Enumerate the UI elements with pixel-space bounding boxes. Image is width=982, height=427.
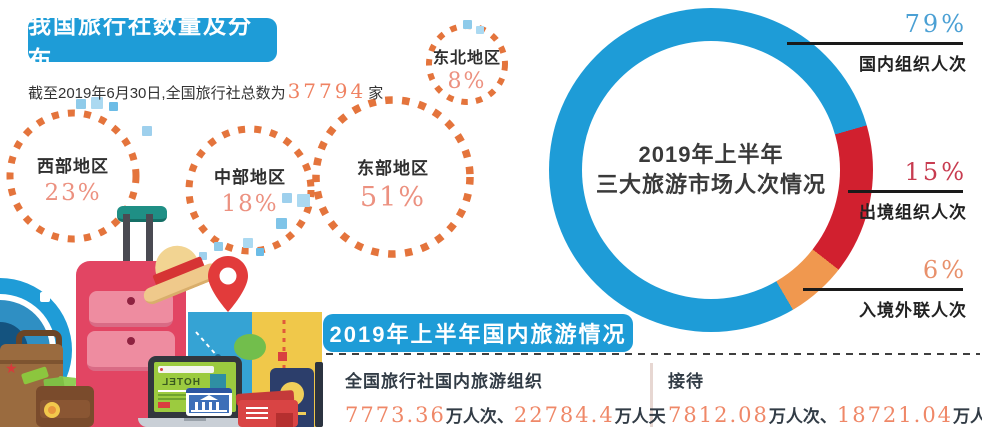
- donut-center-title: 2019年上半年 三大旅游市场人次情况: [549, 8, 873, 332]
- pixel-square: [76, 99, 86, 109]
- column-divider: [650, 363, 653, 427]
- subtitle: 截至2019年6月30日,全国旅行社总数为 37794 家: [28, 79, 383, 103]
- callout-label-inbound: 入境外联人次: [859, 301, 967, 320]
- title-text: 我国旅行社数量及分布: [28, 12, 253, 72]
- domestic-banner: 2019年上半年国内旅游情况: [323, 314, 633, 352]
- pixel-square: [199, 252, 207, 260]
- pixel-square: [297, 194, 310, 207]
- pixel-square: [243, 238, 253, 248]
- donut-title-line2: 三大旅游市场人次情况: [595, 172, 826, 197]
- subtitle-suffix: 家: [368, 85, 384, 102]
- donut-hole: [582, 41, 840, 299]
- pixel-square: [463, 20, 472, 29]
- building-popup-icon: [186, 388, 232, 416]
- stat-trips-unit: 万人次: [445, 407, 497, 426]
- pixel-square: [276, 218, 287, 229]
- pixel-square: [256, 248, 264, 256]
- pixel-square: [109, 102, 118, 111]
- pixel-square: [142, 126, 152, 136]
- callout-percent-domestic: 79%: [904, 10, 967, 38]
- region-percent: 8%: [447, 69, 487, 94]
- star-icon: ★: [5, 360, 18, 376]
- stat-days-unit: 万人天: [614, 407, 666, 426]
- book-spine: [315, 362, 323, 427]
- stat-label: 全国旅行社国内旅游组织: [345, 372, 543, 391]
- region-percent: 51%: [359, 182, 426, 213]
- title-banner: 我国旅行社数量及分布: [28, 12, 277, 72]
- circle-east: [312, 96, 474, 258]
- suitcase-handle-post: [123, 214, 130, 270]
- stat-days-number: 18721.04: [836, 403, 954, 427]
- region-name: 中部地区: [214, 168, 286, 187]
- callout-percent-outbound: 15%: [904, 158, 967, 186]
- location-pin-icon: [208, 256, 248, 312]
- callout-line-inbound: [803, 288, 963, 291]
- stat-trips-unit: 万人次: [768, 407, 820, 426]
- subtitle-prefix: 截至2019年6月30日,全国旅行社总数为: [28, 85, 286, 102]
- stat-days-number: 22784.4: [513, 403, 615, 427]
- region-name: 东北地区: [432, 50, 502, 67]
- callout-line-domestic: [787, 42, 963, 45]
- region-percent: 18%: [221, 191, 279, 217]
- stat-days-unit: 万人天: [953, 407, 982, 426]
- wallet-icon: [36, 386, 94, 427]
- region-east: 东部地区 51%: [357, 154, 429, 213]
- stat-organized: 全国旅行社国内旅游组织 7773.36 万人次 、 22784.4 万人天: [345, 367, 666, 427]
- total-agencies-number: 37794: [287, 79, 367, 103]
- region-central: 中部地区 18%: [214, 163, 286, 217]
- region-west: 西部地区 23%: [37, 152, 109, 206]
- tickets-icon: [235, 389, 302, 427]
- callout-label-outbound: 出境组织人次: [859, 203, 967, 222]
- circle-central: [185, 125, 315, 255]
- stat-trips-number: 7773.36: [345, 403, 446, 427]
- stat-separator: 、: [819, 407, 837, 426]
- region-name: 东部地区: [357, 159, 429, 178]
- donut-title-line1: 2019年上半年: [638, 142, 784, 168]
- stat-separator: 、: [496, 407, 514, 426]
- stat-label: 接待: [668, 372, 704, 391]
- pixel-square: [282, 193, 292, 203]
- pixel-square: [91, 97, 103, 109]
- dashed-separator: [326, 353, 980, 355]
- region-percent: 23%: [44, 180, 102, 206]
- pixel-square: [214, 242, 223, 251]
- pixel-square: [476, 26, 484, 34]
- callout-percent-inbound: 6%: [922, 256, 967, 284]
- laptop-icon: HOTEL: [138, 356, 252, 427]
- suitcase-handle-post: [146, 214, 153, 270]
- lens-highlight: [40, 292, 50, 302]
- region-name: 西部地区: [37, 157, 109, 176]
- circle-west: [6, 109, 140, 243]
- stat-trips-number: 7812.08: [668, 403, 769, 427]
- stat-received: 接待 7812.08 万人次 、 18721.04 万人天: [668, 367, 982, 427]
- region-northeast: 东北地区 8%: [433, 44, 501, 94]
- domestic-banner-text: 2019年上半年国内旅游情况: [329, 322, 627, 347]
- region-dashed-circles: [6, 23, 508, 258]
- callout-label-domestic: 国内组织人次: [859, 55, 967, 74]
- callout-line-outbound: [848, 190, 963, 193]
